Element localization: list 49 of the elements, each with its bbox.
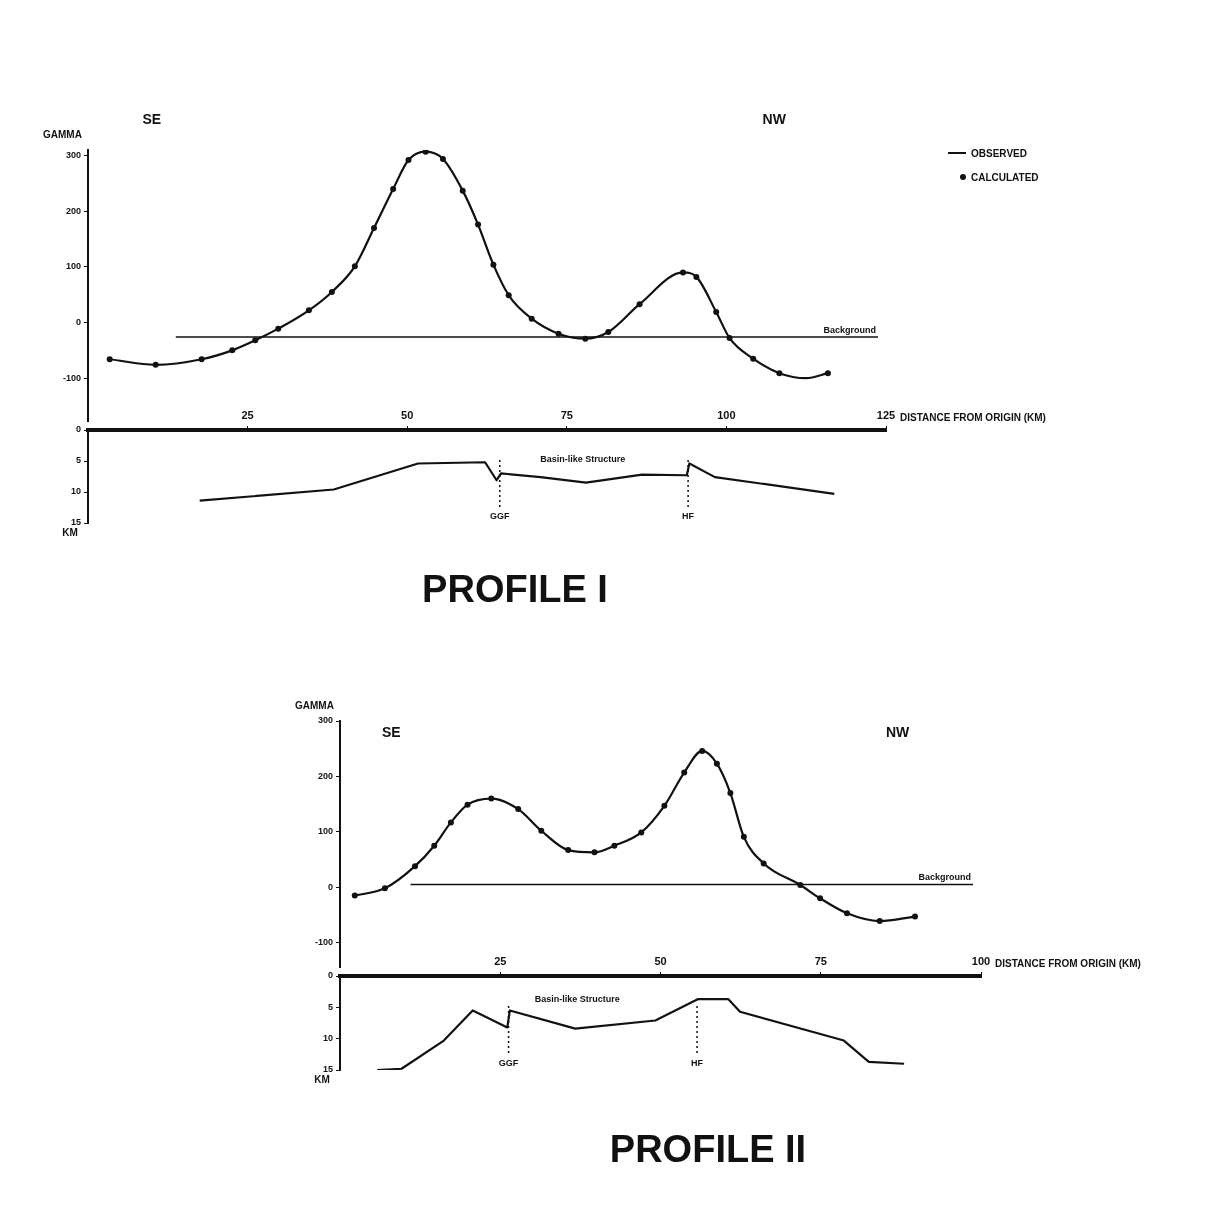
y-tick-label: 0 [75, 317, 81, 328]
y-tick-label: 300 [317, 715, 333, 726]
y-tick-label: 15 [70, 517, 81, 528]
text: NW [762, 110, 787, 127]
annotation: Basin-like Structure [540, 454, 626, 465]
y-tick-label: 200 [317, 770, 333, 781]
x-axis-title: DISTANCE FROM ORIGIN (KM) [900, 411, 1046, 423]
y-axis-title: GAMMA [295, 699, 334, 711]
y-tick-label: -100 [314, 937, 333, 948]
y-tick-label: 300 [65, 150, 81, 161]
y-tick-label: 5 [327, 1001, 333, 1012]
text: PROFILE I [422, 568, 608, 611]
legend-label: OBSERVED [971, 147, 1027, 159]
x-tick-label: 25 [241, 409, 254, 422]
ref-line-label: Background [823, 324, 876, 335]
x-tick-label: 100 [971, 955, 991, 968]
y-tick-label: 100 [65, 261, 81, 272]
y-tick-label: 15 [322, 1064, 333, 1075]
y-tick-label: 200 [65, 205, 81, 216]
legend-label: CALCULATED [971, 171, 1039, 183]
text: SE [142, 110, 162, 127]
y-tick-label: 10 [70, 486, 81, 497]
ref-line-label: GGF [490, 510, 511, 521]
ref-line-label: Background [918, 872, 971, 883]
x-tick-label: 25 [494, 955, 507, 968]
y-tick-label: 5 [75, 455, 81, 466]
x-tick-label: 75 [560, 409, 573, 422]
y-axis-title: KM [62, 526, 78, 538]
annotation: NW [886, 723, 911, 740]
x-tick-label: 100 [717, 409, 736, 422]
y-axis-title: KM [314, 1073, 330, 1085]
annotation: SE [381, 723, 401, 740]
ref-line-label: GGF [498, 1057, 519, 1068]
x-tick-label: 50 [654, 955, 667, 968]
y-tick-label: 0 [327, 881, 333, 892]
y-tick-label: 0 [75, 424, 81, 435]
y-tick-label: -100 [62, 372, 81, 383]
x-tick-label: 50 [401, 409, 414, 422]
x-tick-label: 75 [814, 955, 827, 968]
x-axis-title: DISTANCE FROM ORIGIN (KM) [995, 957, 1141, 969]
y-tick-label: 0 [327, 970, 333, 981]
ref-line-label: HF [682, 510, 695, 521]
y-tick-label: 10 [322, 1033, 333, 1044]
ref-line-label: HF [691, 1057, 704, 1068]
y-axis-title: GAMMA [43, 128, 82, 140]
text: PROFILE II [609, 1128, 807, 1171]
annotation: Basin-like Structure [534, 994, 620, 1005]
x-tick-label: 125 [876, 409, 896, 422]
y-tick-label: 100 [317, 826, 333, 837]
